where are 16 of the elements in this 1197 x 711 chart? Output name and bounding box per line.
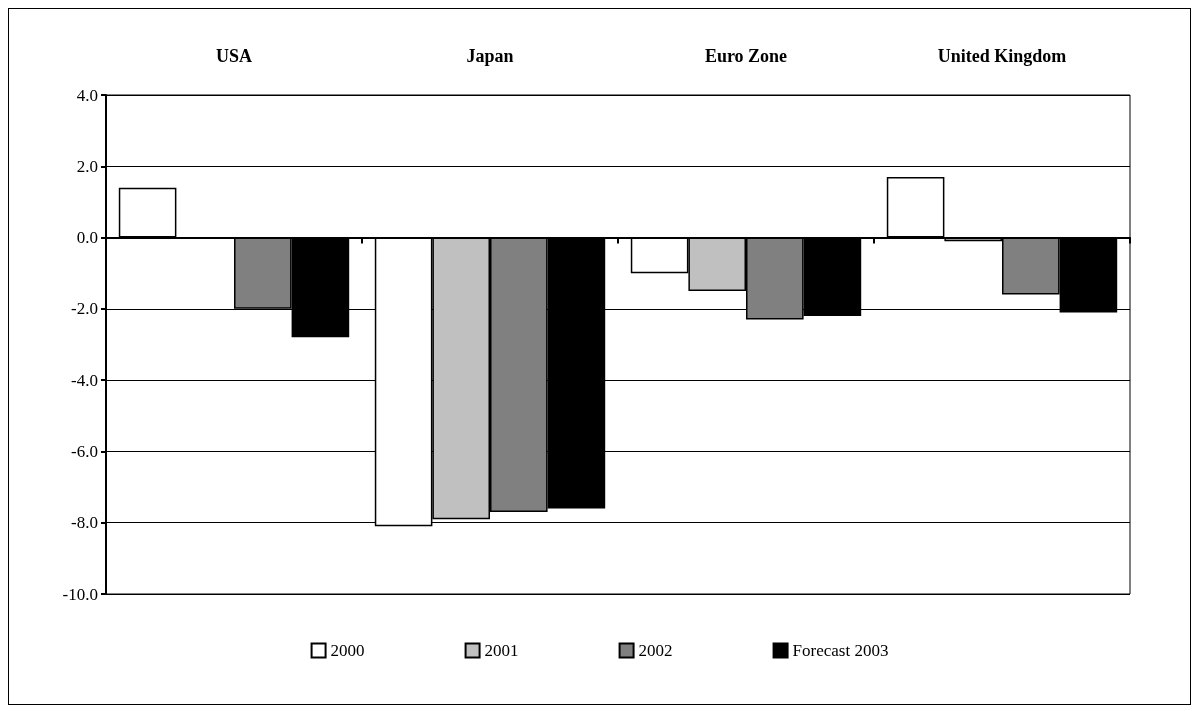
x-tick-label: Japan (466, 46, 514, 66)
x-tick-label: USA (215, 46, 253, 66)
legend-label: 2000 (330, 641, 365, 660)
y-tick-label: -10.0 (62, 584, 98, 604)
legend-label: Forecast 2003 (792, 641, 889, 660)
legend-label: 2002 (638, 641, 673, 660)
y-tick-label: -2.0 (71, 299, 98, 319)
y-tick-label: 4.0 (76, 85, 98, 105)
x-tick-label: United Kingdom (937, 46, 1067, 66)
y-tick-label: 0.0 (76, 228, 98, 248)
y-tick-label: -6.0 (71, 441, 98, 461)
x-tick-label: Euro Zone (704, 46, 788, 66)
y-tick-label: 2.0 (76, 156, 98, 176)
legend-label: 2001 (484, 641, 519, 660)
y-tick-label: -8.0 (71, 513, 98, 533)
y-tick-label: -4.0 (71, 370, 98, 390)
